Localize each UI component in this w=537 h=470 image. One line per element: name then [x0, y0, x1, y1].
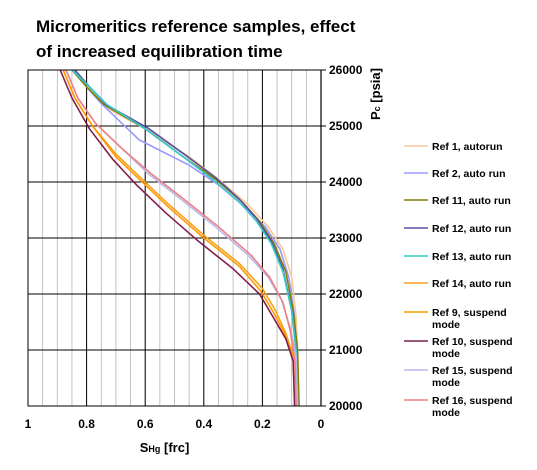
series-line-5 [71, 69, 299, 407]
y-axis-title: Pc [psia] [368, 68, 383, 120]
legend-label-7: Ref 9, suspend mode [432, 307, 507, 331]
legend-label-10: Ref 16, suspend mode [432, 395, 513, 419]
legend-label-8: Ref 10, suspend mode [432, 336, 513, 360]
x-tick-label: 0.4 [195, 417, 212, 431]
series-line-8 [59, 69, 296, 407]
legend-label-9: Ref 15, suspend mode [432, 365, 513, 389]
y-tick-label: 21000 [329, 343, 363, 357]
series-line-7 [62, 69, 296, 407]
x-axis-title: SHg [frc] [140, 440, 190, 455]
x-tick-label: 0 [318, 417, 325, 431]
y-tick-label: 25000 [329, 119, 363, 133]
x-tick-label: 1 [25, 417, 32, 431]
legend-label-6: Ref 14, auto run [432, 278, 511, 290]
series-line-10 [65, 69, 297, 407]
legend-label-5: Ref 13, auto run [432, 251, 511, 263]
y-tick-label: 23000 [329, 231, 363, 245]
legend-label-3: Ref 11, auto run [432, 195, 511, 207]
x-tick-label: 0.2 [254, 417, 271, 431]
legend-label-4: Ref 12, auto run [432, 223, 511, 235]
x-tick-label: 0.8 [78, 417, 95, 431]
chart-title: Micromeritics reference samples, effect … [36, 17, 356, 61]
y-tick-label: 24000 [329, 175, 363, 189]
y-tick-label: 22000 [329, 287, 363, 301]
x-tick-label: 0.6 [137, 417, 154, 431]
legend-label-1: Ref 1, autorun [432, 141, 503, 153]
legend-label-2: Ref 2, auto run [432, 168, 506, 180]
y-tick-label: 26000 [329, 63, 363, 77]
y-tick-label: 20000 [329, 399, 363, 413]
